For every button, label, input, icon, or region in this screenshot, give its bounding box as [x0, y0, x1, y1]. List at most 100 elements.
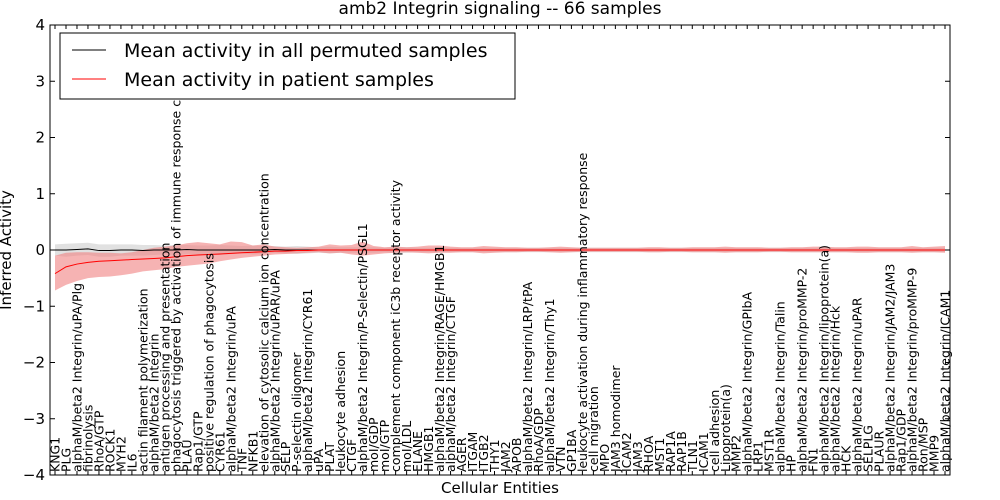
- x-tick-label: cell migration: [586, 386, 601, 472]
- x-tick-label: RhoA/GDP: [531, 408, 546, 472]
- x-tick-label: alphaM/beta2 Integrin/Talin: [773, 301, 788, 472]
- x-tick-label: leukocyte activation during inflammatory…: [575, 152, 590, 472]
- x-tick-label: alphaM/beta2 Integrin/CTGF: [443, 296, 458, 472]
- x-tick-label: alphaM/beta2 Integrin: [146, 334, 161, 472]
- x-tick-label: alphaM/beta2 Integrin/Thy1: [542, 298, 557, 472]
- x-tick-label: antigen processing and presentation: [157, 243, 172, 472]
- x-tick-label: THY1: [487, 439, 502, 473]
- x-tick-label: ITGB2: [476, 434, 491, 472]
- x-tick-label: leukocyte adhesion: [333, 351, 348, 472]
- x-tick-label: MST1: [652, 438, 667, 472]
- x-tick-label: RhoA/GTP: [91, 410, 106, 472]
- legend-entry-patient: Mean activity in patient samples: [124, 69, 434, 91]
- x-tick-label: VTN: [553, 446, 568, 472]
- x-tick-label: PLAT: [322, 442, 337, 472]
- x-tick-label: phagocytosis triggered by activation of …: [168, 35, 183, 472]
- x-tick-label: RHOA: [641, 435, 656, 472]
- legend: Mean activity in all permuted samples Me…: [59, 32, 516, 100]
- x-tick-label: PLAUR: [872, 431, 887, 472]
- x-tick-label: alphaM/beta2 Integrin/P-Selectin/PSGL1: [355, 223, 370, 472]
- legend-entry-permuted: Mean activity in all permuted samples: [124, 40, 487, 62]
- legend-box: [59, 32, 516, 100]
- x-tick-label: IL6: [124, 453, 139, 472]
- x-tick-label: elevation of cytosolic calcium ion conce…: [256, 173, 271, 472]
- x-axis-label: Cellular Entities: [441, 479, 559, 497]
- x-tick-label: alphaM/beta2 Integrin/uPA: [223, 306, 238, 472]
- y-tick-label: 0: [35, 241, 45, 259]
- x-tick-label: HMGB1: [421, 426, 436, 472]
- x-tick-label: CYR61: [212, 431, 227, 472]
- y-tick-label: −4: [23, 466, 45, 484]
- x-tick-label: Rap1/GTP: [190, 411, 205, 472]
- y-tick-label: −1: [23, 297, 45, 315]
- x-tick-label: HCK: [839, 445, 854, 472]
- x-tick-label: Lipoprotein(a): [718, 384, 733, 472]
- band-series-1: [55, 241, 945, 291]
- x-tick-label: uPA: [311, 448, 326, 472]
- x-tick-label: moI/GTP: [377, 419, 392, 472]
- x-tick-label: JAM2: [498, 441, 513, 473]
- x-tick-label: actin filament polymerization: [135, 288, 150, 472]
- x-tick-label: moI/LDL: [399, 421, 414, 472]
- x-tick-label: moI/GDP: [366, 417, 381, 472]
- x-tick-label: complement component iC3b receptor activ…: [388, 179, 403, 472]
- x-tick-label: cell adhesion: [707, 390, 722, 472]
- x-tick-label: PLAU: [179, 440, 194, 473]
- x-tick-label: MMP9: [927, 435, 942, 472]
- x-tick-label: alphaM/beta2 Integrin/JAM2/JAM3: [883, 264, 898, 472]
- x-tick-label: alphaM/beta2 Integrin/uPAR/uPA: [267, 270, 282, 472]
- x-tick-label: TNF: [234, 448, 249, 473]
- x-tick-label: alphaM/beta2 Integrin/LRP/tPA: [520, 281, 535, 472]
- x-tick-label: HP: [784, 455, 799, 472]
- x-tick-label: JAM3: [630, 441, 645, 473]
- x-tick-label: JAM3 homodimer: [608, 365, 623, 473]
- y-tick-label: 3: [35, 72, 45, 90]
- chart-title: amb2 Integrin signaling -- 66 samples: [339, 0, 662, 19]
- x-tick-label: MST1R: [762, 429, 777, 472]
- x-tick-label: SELP: [278, 441, 293, 472]
- x-tick-label: Ron/MSP: [916, 417, 931, 472]
- x-tick-label: RAP1A: [663, 431, 678, 472]
- x-tick-label: ICAM1: [696, 432, 711, 472]
- y-tick-label: −3: [23, 410, 45, 428]
- y-axis: −4 −3 −2 −1 0 1 2 3 4: [23, 16, 950, 484]
- series-lines: [54, 248, 945, 275]
- x-tick-label: positive regulation of phagocytosis: [201, 253, 216, 472]
- x-tick-label: alphaM/beta2 Integrin/ICAM1: [938, 290, 953, 472]
- x-tick-label: P-selectin oligomer: [289, 352, 304, 472]
- x-tick-label: RAP1B: [674, 431, 689, 472]
- x-tick-label: PLG: [58, 448, 73, 472]
- x-tick-label: AGER: [454, 437, 469, 472]
- line-series-1: [54, 249, 945, 275]
- x-tick-label: alphaM/beta2 Integrin/GPIbA: [740, 292, 755, 472]
- x-tick-label: alphaM/beta2 Integrin/uPAR: [850, 297, 865, 472]
- x-tick-label: LRP1: [751, 441, 766, 472]
- x-tick-label: alphaM/beta2 Integrin/CYR61: [300, 289, 315, 472]
- x-tick-label: alphaM/beta2 Integrin/lipoprotein(a): [817, 245, 832, 472]
- x-tick-label: APOB: [509, 437, 524, 472]
- x-tick-label: ITGAM: [465, 432, 480, 472]
- x-tick-label: alphaM/beta2 Integrin/proMMP-9: [905, 268, 920, 472]
- x-tick-label: fibrinolysis: [80, 405, 95, 472]
- x-tick-label: MPO: [597, 444, 612, 472]
- confidence-bands: [55, 241, 945, 291]
- x-tick-label: ROCK1: [102, 429, 117, 472]
- x-tick-label: ICAM2: [619, 432, 634, 472]
- x-tick-label: alphaM/beta2 Integrin/uPA/Plg: [69, 283, 84, 472]
- x-tick-label: GP1BA: [564, 429, 579, 472]
- x-tick-label: KNG1: [48, 437, 63, 472]
- x-tick-label: SELPLG: [861, 425, 876, 472]
- x-tick-label: FN1: [806, 448, 821, 473]
- x-tick-label: TLN1: [685, 440, 700, 473]
- x-tick-label: alphaM/beta2 Integrin/Hck: [828, 305, 843, 472]
- x-tick-label: MYH2: [113, 436, 128, 472]
- y-tick-label: 4: [35, 16, 45, 34]
- x-tick-label: alphaM/beta2 Integrin/proMMP-2: [795, 268, 810, 472]
- y-tick-label: −2: [23, 354, 45, 372]
- y-tick-label: 2: [35, 129, 45, 147]
- y-axis-label: Inferred Activity: [0, 190, 15, 310]
- x-tick-label: NFKB1: [245, 431, 260, 472]
- x-tick-label: ELANE: [410, 431, 425, 472]
